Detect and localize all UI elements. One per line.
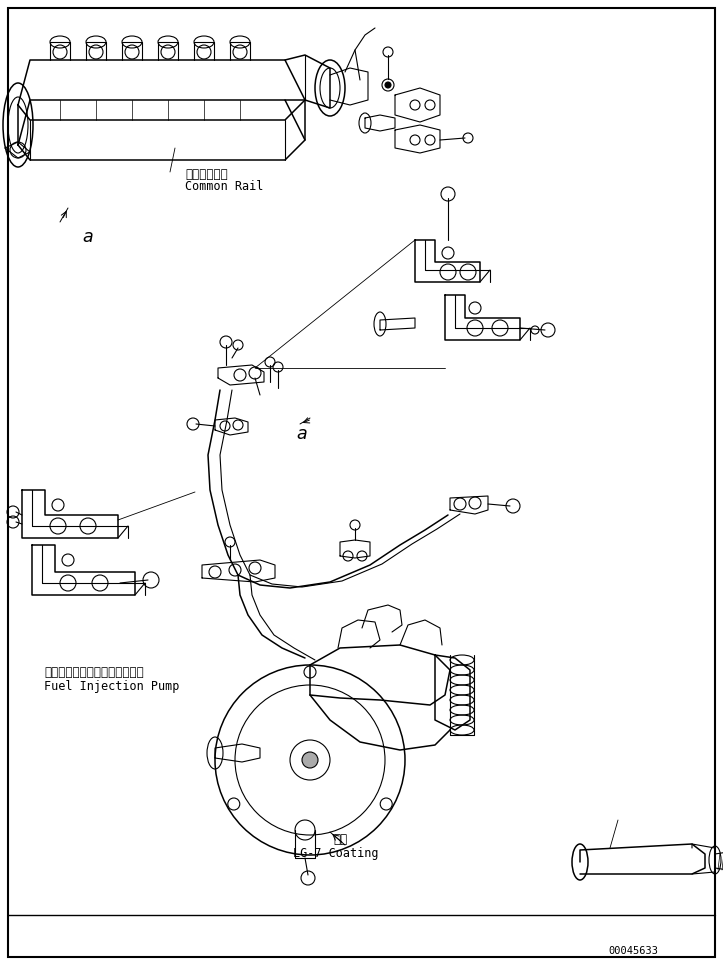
- Text: Common Rail: Common Rail: [185, 180, 263, 193]
- Text: LG-7 Coating: LG-7 Coating: [293, 847, 379, 860]
- Text: フェルインジェクションポンプ: フェルインジェクションポンプ: [44, 666, 144, 679]
- Text: Fuel Injection Pump: Fuel Injection Pump: [44, 680, 179, 693]
- Text: a: a: [296, 425, 307, 443]
- Circle shape: [385, 82, 391, 88]
- Text: 塗布: 塗布: [333, 833, 347, 846]
- Text: コモンレール: コモンレール: [185, 168, 228, 181]
- Text: 00045633: 00045633: [608, 946, 658, 956]
- Circle shape: [302, 752, 318, 768]
- Text: a: a: [82, 228, 93, 246]
